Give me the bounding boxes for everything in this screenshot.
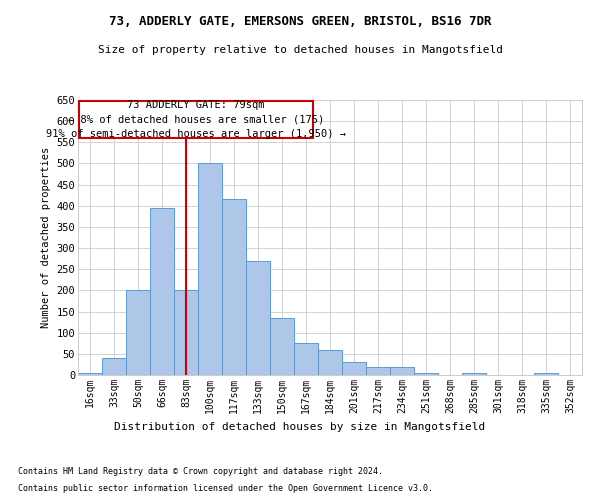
Bar	[79, 101, 313, 138]
Bar	[198, 164, 222, 375]
Bar	[390, 366, 414, 375]
Bar	[222, 200, 246, 375]
Bar	[102, 358, 126, 375]
Bar	[174, 290, 198, 375]
Bar	[366, 366, 390, 375]
Bar	[78, 373, 102, 375]
Bar	[462, 373, 486, 375]
Bar	[126, 290, 150, 375]
Text: 73, ADDERLY GATE, EMERSONS GREEN, BRISTOL, BS16 7DR: 73, ADDERLY GATE, EMERSONS GREEN, BRISTO…	[109, 15, 491, 28]
Text: Contains HM Land Registry data © Crown copyright and database right 2024.: Contains HM Land Registry data © Crown c…	[18, 468, 383, 476]
Bar	[150, 208, 174, 375]
Text: Size of property relative to detached houses in Mangotsfield: Size of property relative to detached ho…	[97, 45, 503, 55]
Bar	[246, 261, 270, 375]
Text: Distribution of detached houses by size in Mangotsfield: Distribution of detached houses by size …	[115, 422, 485, 432]
Bar	[342, 362, 366, 375]
Bar	[414, 373, 438, 375]
Bar	[534, 373, 558, 375]
Text: 73 ADDERLY GATE: 79sqm
← 8% of detached houses are smaller (175)
91% of semi-det: 73 ADDERLY GATE: 79sqm ← 8% of detached …	[46, 100, 346, 140]
Bar	[294, 344, 318, 375]
Bar	[270, 318, 294, 375]
Y-axis label: Number of detached properties: Number of detached properties	[41, 147, 51, 328]
Bar	[318, 350, 342, 375]
Text: Contains public sector information licensed under the Open Government Licence v3: Contains public sector information licen…	[18, 484, 433, 493]
